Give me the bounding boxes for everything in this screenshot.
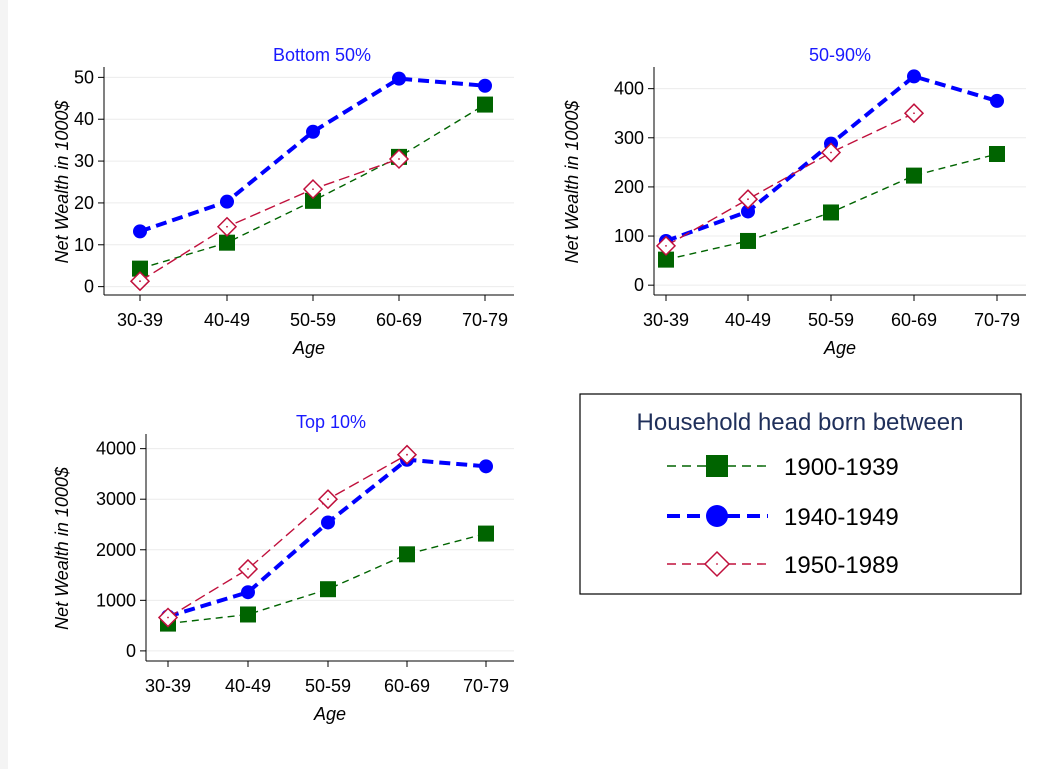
data-point-1900-1939 [399, 546, 415, 563]
y-axis-title: Net Wealth in 1000$ [52, 100, 72, 264]
x-tick-label: 60-69 [384, 676, 430, 696]
legend-item-1900-1939: 1900-1939 [667, 454, 899, 481]
x-tick-label: 50-59 [290, 310, 336, 330]
data-point-1950-1989-dot [665, 244, 667, 247]
data-point-1940-1949 [907, 69, 921, 84]
y-tick-label: 30 [74, 151, 94, 171]
data-point-1950-1989-dot [327, 498, 329, 501]
y-tick-label: 100 [614, 226, 644, 246]
legend-label: 1900-1939 [784, 454, 899, 481]
data-point-1940-1949 [392, 71, 406, 86]
series-line-1950-1989 [139, 158, 400, 282]
y-tick-label: 300 [614, 128, 644, 148]
data-point-1950-1989-dot [913, 112, 915, 115]
legend-marker [706, 455, 728, 477]
x-tick-label: 60-69 [376, 310, 422, 330]
data-point-1940-1949 [479, 459, 493, 474]
data-point-1900-1939 [219, 234, 235, 251]
series-line-1940-1949 [139, 76, 486, 234]
data-point-1950-1989-dot [139, 280, 141, 283]
data-point-1950-1989-dot [167, 616, 169, 619]
data-point-1940-1949 [478, 78, 492, 93]
panel-title: 50-90% [809, 45, 871, 65]
data-point-1900-1939 [906, 167, 922, 184]
data-point-1950-1989-dot [247, 568, 249, 570]
panel-title: Top 10% [296, 412, 366, 432]
y-tick-label: 400 [614, 79, 644, 99]
data-point-1950-1989-dot [406, 453, 408, 456]
data-point-1900-1939 [823, 204, 839, 221]
legend-label: 1950-1989 [784, 552, 899, 579]
legend-box [579, 393, 1022, 595]
legend-title: Household head born between [637, 409, 964, 436]
y-tick-label: 200 [614, 177, 644, 197]
x-tick-label: 40-49 [725, 310, 771, 330]
y-tick-label: 1000 [96, 590, 136, 610]
data-point-1940-1949 [321, 515, 335, 530]
data-point-1940-1949 [241, 585, 255, 600]
y-axis-title: Net Wealth in 1000$ [52, 466, 72, 630]
panel-title: Bottom 50% [273, 45, 371, 65]
data-point-1900-1939 [240, 606, 256, 623]
legend-marker [706, 505, 728, 527]
x-tick-label: 60-69 [891, 310, 937, 330]
data-point-1940-1949 [133, 224, 147, 239]
data-point-1950-1989-dot [226, 225, 228, 228]
data-point-1900-1939 [478, 525, 494, 542]
data-point-1900-1939 [658, 251, 674, 268]
x-axis-title: Age [292, 338, 325, 358]
data-point-1940-1949 [741, 204, 755, 219]
x-axis-title: Age [823, 338, 856, 358]
x-tick-label: 30-39 [117, 310, 163, 330]
x-tick-label: 40-49 [204, 310, 250, 330]
y-tick-label: 2000 [96, 540, 136, 560]
data-point-1950-1989-dot [398, 158, 400, 160]
legend-marker-dot [716, 563, 718, 565]
y-tick-label: 50 [74, 67, 94, 87]
x-tick-label: 70-79 [463, 676, 509, 696]
y-tick-label: 0 [634, 275, 644, 295]
x-tick-label: 70-79 [462, 310, 508, 330]
legend: Household head born between 1900-1939 1940… [579, 393, 1022, 595]
legend-label: 1940-1949 [784, 504, 899, 531]
chart-panel-3: 0 1000 2000 3000 4000 30-39 40-49 50-59 60-69 70-… [52, 412, 514, 724]
data-point-1900-1939 [320, 581, 336, 598]
y-tick-label: 0 [126, 641, 136, 661]
legend-item-1940-1949: 1940-1949 [667, 504, 899, 531]
data-point-1900-1939 [740, 232, 756, 249]
x-tick-label: 30-39 [643, 310, 689, 330]
series-line-1950-1989 [167, 454, 408, 619]
data-point-1940-1949 [306, 124, 320, 139]
data-point-1950-1989-dot [830, 151, 832, 154]
x-tick-label: 70-79 [974, 310, 1020, 330]
y-tick-label: 40 [74, 109, 94, 129]
y-tick-label: 0 [84, 277, 94, 297]
chart-panel-2: 0 100 200 300 400 30-39 40-49 50-59 60-69 70-79 Ag… [562, 45, 1026, 358]
left-margin-strip [0, 0, 8, 769]
x-tick-label: 30-39 [145, 676, 191, 696]
data-point-1900-1939 [305, 192, 321, 209]
y-axis-title: Net Wealth in 1000$ [562, 100, 582, 264]
legend-item-1950-1989: 1950-1989 [667, 550, 899, 579]
y-tick-label: 4000 [96, 439, 136, 459]
x-tick-label: 50-59 [305, 676, 351, 696]
data-point-1950-1989-dot [747, 198, 749, 201]
data-point-1940-1949 [220, 194, 234, 209]
data-point-1900-1939 [132, 260, 148, 277]
x-axis-title: Age [313, 704, 346, 724]
data-point-1950-1989-dot [312, 188, 314, 191]
y-tick-label: 20 [74, 193, 94, 213]
series-line-1900-1939 [167, 532, 487, 625]
data-point-1900-1939 [477, 96, 493, 113]
data-point-1900-1939 [989, 145, 1005, 162]
x-tick-label: 50-59 [808, 310, 854, 330]
data-point-1940-1949 [990, 93, 1004, 108]
y-tick-label: 10 [74, 235, 94, 255]
x-tick-label: 40-49 [225, 676, 271, 696]
chart-panel-1: 0 10 20 30 40 50 30-39 40-49 50-59 60-69 70-79 Age N… [52, 45, 514, 358]
y-tick-label: 3000 [96, 489, 136, 509]
